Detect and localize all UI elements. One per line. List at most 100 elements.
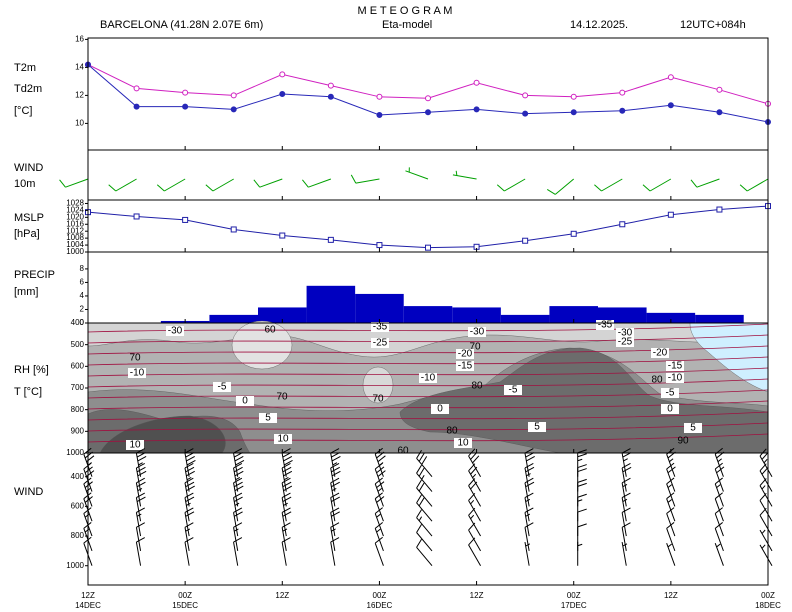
- contour-label-box: [666, 361, 684, 371]
- contour-label: -30: [618, 328, 633, 339]
- wind-barb: [281, 507, 292, 537]
- wind-barb: [621, 448, 632, 477]
- wind-barb: [330, 462, 341, 492]
- y-tick-label: 600: [71, 502, 85, 511]
- wind-barb: [759, 507, 773, 537]
- point: [327, 82, 334, 89]
- contour-label-box: [684, 423, 702, 433]
- contour-label: 10: [277, 434, 289, 445]
- wind-barb: [468, 478, 482, 507]
- contour-label: -10: [130, 368, 145, 379]
- contour-label: -5: [218, 382, 227, 393]
- contour-label-box: [236, 396, 254, 406]
- point: [570, 93, 577, 100]
- x-tick-label: 12Z: [470, 591, 484, 600]
- y-tick-label: 1000: [66, 247, 84, 256]
- x-tick-label: 12Z: [275, 591, 289, 600]
- y-tick-label: 400: [71, 318, 85, 327]
- contour-label: 80: [446, 426, 458, 437]
- point: [619, 107, 626, 114]
- wind-barb: [759, 448, 773, 477]
- panel-label: RH [%]: [14, 364, 49, 376]
- panel-label: MSLP: [14, 212, 44, 224]
- wind-barb: [135, 507, 145, 537]
- point: [473, 79, 480, 86]
- y-tick-label: 10: [75, 119, 84, 128]
- contour-label: 0: [242, 396, 248, 407]
- wind-barb: [468, 537, 482, 566]
- wind-barb: [621, 492, 631, 522]
- point: [473, 106, 480, 113]
- wind-barb: [184, 492, 195, 522]
- wind-barb: [468, 448, 482, 477]
- wind-barb: [468, 493, 482, 522]
- wind-barb: [233, 448, 245, 477]
- point: [619, 89, 626, 96]
- y-tick-label: 900: [71, 426, 85, 435]
- contour-label-box: [213, 382, 231, 392]
- point: [425, 244, 431, 251]
- wind-barb: [524, 507, 534, 537]
- wind-barb: [416, 538, 433, 567]
- point: [570, 109, 577, 116]
- wind-barb: [621, 541, 628, 566]
- temperature-contour: [87, 367, 769, 377]
- contour-label-box: [456, 349, 474, 359]
- x-date-label: 15DEC: [172, 601, 198, 610]
- wind-barb: [416, 479, 433, 507]
- title: M E T E O G R A M: [358, 5, 453, 17]
- rh-region: [689, 322, 769, 393]
- point: [182, 103, 189, 110]
- wind-barb: [135, 448, 147, 477]
- precip-bar: [646, 312, 696, 323]
- wind-barb: [330, 507, 340, 537]
- point: [716, 206, 723, 213]
- contour-label: 80: [471, 381, 483, 392]
- wind-barb: [135, 537, 145, 566]
- temperature-contour: [87, 400, 769, 410]
- wind-barb: [577, 449, 587, 477]
- wind-barb: [546, 178, 575, 195]
- point: [667, 74, 674, 81]
- temperature-contour: [87, 356, 769, 366]
- rh-region: [362, 366, 394, 404]
- contour-label: -30: [470, 327, 485, 338]
- contour-label-box: [166, 326, 184, 336]
- temperature-contour: [87, 433, 769, 443]
- wind-barb: [108, 178, 137, 192]
- wind-barb: [621, 507, 631, 537]
- contour-label-box: [431, 404, 449, 414]
- y-tick-label: 12: [75, 91, 84, 100]
- contour-label: 60: [397, 446, 409, 457]
- contour-label: -25: [618, 337, 633, 348]
- point: [667, 211, 674, 218]
- wind-barb: [468, 522, 482, 552]
- contour-label: -10: [668, 373, 683, 384]
- y-tick-label: 1008: [66, 233, 84, 242]
- wind-barb: [184, 537, 194, 566]
- point: [376, 242, 383, 249]
- point: [522, 237, 529, 244]
- panel-frame: [87, 37, 769, 151]
- panel-label: 10m: [14, 178, 35, 190]
- point: [133, 103, 140, 110]
- wind-barb: [739, 178, 769, 192]
- wind-barb: [233, 507, 243, 537]
- contour-label: -15: [668, 361, 683, 372]
- precip-bar: [695, 314, 744, 323]
- wind-barb: [330, 492, 340, 522]
- y-tick-label: 4: [80, 291, 85, 300]
- wind-barb: [666, 522, 676, 552]
- contour-label: -30: [168, 326, 183, 337]
- wind-barb: [524, 492, 534, 522]
- x-tick-label: 00Z: [373, 591, 387, 600]
- wind-barb: [330, 522, 340, 551]
- wind-barb: [156, 178, 186, 192]
- wind-barb: [416, 464, 433, 492]
- contour-label-box: [371, 338, 389, 348]
- wind-barb: [281, 522, 291, 551]
- wind-barb: [524, 462, 535, 492]
- wind-barb: [135, 462, 147, 492]
- contour-label: -15: [458, 361, 473, 372]
- wind-barb: [253, 178, 283, 188]
